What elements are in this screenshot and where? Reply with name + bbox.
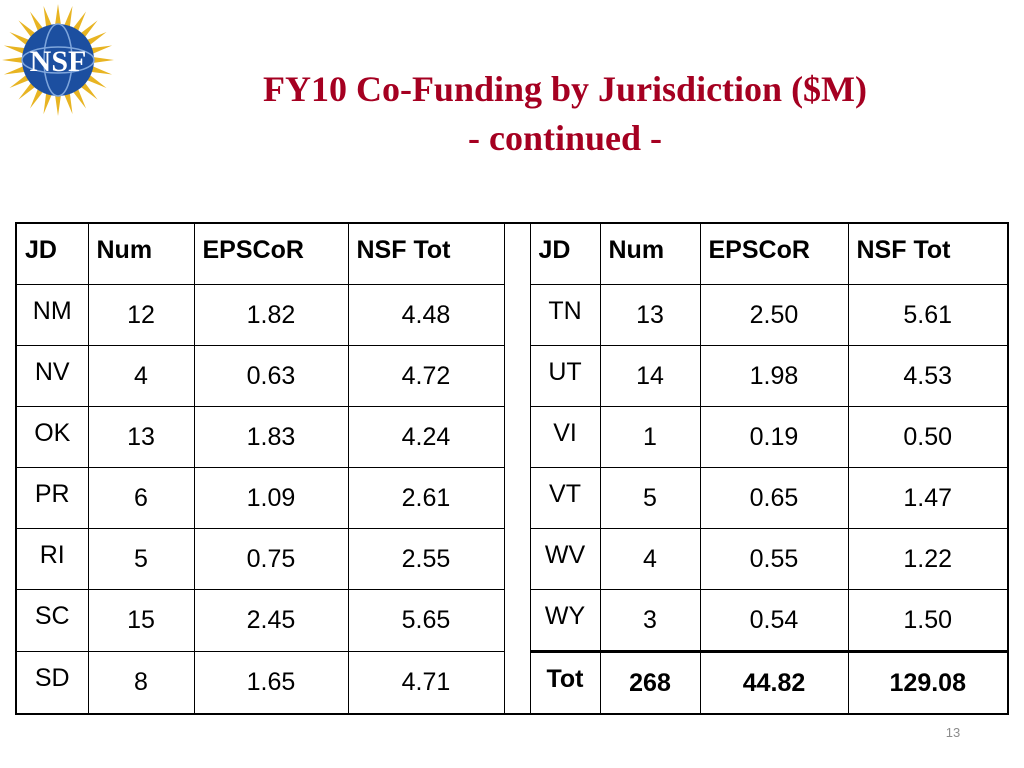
right-cell: 3 <box>599 589 701 652</box>
header-left-0: JD <box>15 222 89 285</box>
left-cell: 0.63 <box>193 345 349 407</box>
column-gap <box>503 345 531 407</box>
left-cell: 2.55 <box>347 528 505 590</box>
table-row: RI 5 0.75 2.55 WV 4 0.55 1.22 <box>15 528 1009 590</box>
right-cell: 5 <box>599 467 701 529</box>
left-cell: 4.71 <box>347 651 505 715</box>
right-cell: 5.61 <box>847 284 1009 346</box>
slide-title: FY10 Co-Funding by Jurisdiction ($M) <box>262 69 868 109</box>
left-cell: 15 <box>87 589 195 652</box>
left-cell: 1.09 <box>193 467 349 529</box>
table-row: NV 4 0.63 4.72 UT 14 1.98 4.53 <box>15 345 1009 407</box>
right-cell: 0.50 <box>847 406 1009 468</box>
table-header-row: JD Num EPSCoR NSF Tot JD Num EPSCoR NSF Tot <box>15 222 1009 285</box>
left-cell: 0.75 <box>193 528 349 590</box>
total-cell: 268 <box>599 650 701 715</box>
right-cell: UT <box>529 345 601 407</box>
column-gap <box>503 284 531 346</box>
right-cell: WY <box>529 589 601 652</box>
right-cell: 2.50 <box>699 284 849 346</box>
co-funding-table: JD Num EPSCoR NSF Tot JD Num EPSCoR NSF Tot NM 12… <box>15 222 1009 715</box>
left-cell: 1.82 <box>193 284 349 346</box>
left-cell: 5 <box>87 528 195 590</box>
right-cell: 1 <box>599 406 701 468</box>
right-cell: 0.19 <box>699 406 849 468</box>
column-gap <box>503 589 531 652</box>
right-cell: 0.54 <box>699 589 849 652</box>
table-row: SC 15 2.45 5.65 WY 3 0.54 1.50 <box>15 589 1009 652</box>
globe-icon <box>22 24 94 96</box>
right-cell: 4.53 <box>847 345 1009 407</box>
logo-text: NSF <box>30 45 87 78</box>
right-cell: 1.50 <box>847 589 1009 652</box>
left-cell: NM <box>15 284 89 346</box>
left-cell: SD <box>15 651 89 715</box>
left-cell: NV <box>15 345 89 407</box>
right-cell: 0.55 <box>699 528 849 590</box>
left-cell: 13 <box>87 406 195 468</box>
left-cell: 12 <box>87 284 195 346</box>
total-cell: 129.08 <box>847 650 1009 715</box>
header-left-2: EPSCoR <box>193 222 349 285</box>
column-gap <box>503 406 531 468</box>
right-cell: 1.47 <box>847 467 1009 529</box>
right-cell: WV <box>529 528 601 590</box>
left-cell: 1.83 <box>193 406 349 468</box>
header-left-3: NSF Tot <box>347 222 505 285</box>
right-cell: 1.22 <box>847 528 1009 590</box>
left-cell: 2.45 <box>193 589 349 652</box>
header-right-2: EPSCoR <box>699 222 849 285</box>
column-gap <box>503 467 531 529</box>
table-row: NM 12 1.82 4.48 TN 13 2.50 5.61 <box>15 284 1009 346</box>
page-number: 13 <box>945 725 961 740</box>
right-cell: 1.98 <box>699 345 849 407</box>
slide-subtitle: - continued - <box>467 118 662 158</box>
table-row: SD 8 1.65 4.71 Tot 268 44.82 129.08 <box>15 650 1009 715</box>
left-cell: 8 <box>87 651 195 715</box>
header-right-1: Num <box>599 222 701 285</box>
left-cell: 4 <box>87 345 195 407</box>
left-cell: RI <box>15 528 89 590</box>
left-cell: 6 <box>87 467 195 529</box>
right-cell: TN <box>529 284 601 346</box>
header-right-3: NSF Tot <box>847 222 1009 285</box>
total-cell: 44.82 <box>699 650 849 715</box>
nsf-logo: NSF <box>0 0 120 118</box>
left-cell: 2.61 <box>347 467 505 529</box>
left-cell: PR <box>15 467 89 529</box>
left-cell: OK <box>15 406 89 468</box>
left-cell: 1.65 <box>193 651 349 715</box>
nsf-seal-icon: NSF <box>2 4 114 116</box>
header-left-1: Num <box>87 222 195 285</box>
left-cell: SC <box>15 589 89 652</box>
right-cell: VI <box>529 406 601 468</box>
left-cell: 4.24 <box>347 406 505 468</box>
right-cell: 13 <box>599 284 701 346</box>
right-cell: 0.65 <box>699 467 849 529</box>
left-cell: 5.65 <box>347 589 505 652</box>
column-gap <box>503 651 531 715</box>
right-cell: 14 <box>599 345 701 407</box>
left-cell: 4.72 <box>347 345 505 407</box>
left-cell: 4.48 <box>347 284 505 346</box>
table-row: OK 13 1.83 4.24 VI 1 0.19 0.50 <box>15 406 1009 468</box>
column-gap <box>503 528 531 590</box>
column-gap <box>503 222 531 285</box>
right-cell: 4 <box>599 528 701 590</box>
right-cell: VT <box>529 467 601 529</box>
table-row: PR 6 1.09 2.61 VT 5 0.65 1.47 <box>15 467 1009 529</box>
header-right-0: JD <box>529 222 601 285</box>
total-cell: Tot <box>529 650 601 715</box>
